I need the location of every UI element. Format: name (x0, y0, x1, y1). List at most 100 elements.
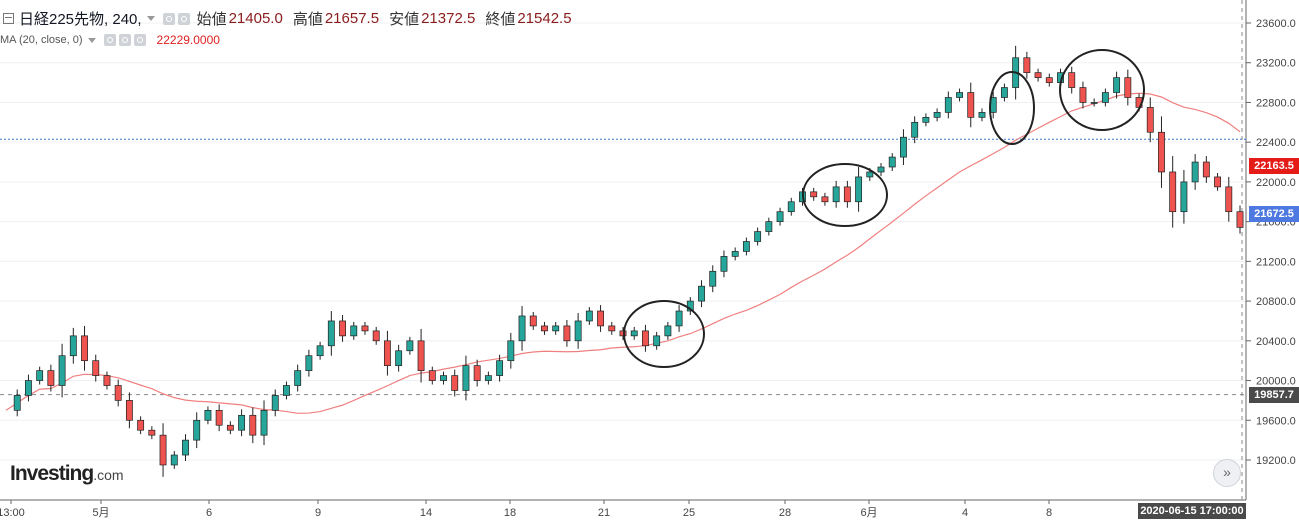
candle-body (742, 241, 750, 252)
y-tick-label: 22400.0 (1256, 137, 1296, 149)
candle-body (339, 320, 346, 337)
candle-body (271, 395, 279, 411)
candle-body (496, 360, 504, 376)
x-tick-label: 8 (1046, 507, 1052, 519)
candle-body (440, 375, 447, 381)
candle-body (395, 350, 403, 366)
candle-body (327, 320, 335, 347)
x-tick-label: 21 (598, 507, 610, 519)
x-tick-label: 4 (962, 507, 968, 519)
candle-body (1158, 131, 1165, 173)
candle-body (1000, 87, 1008, 98)
candle-body (484, 375, 492, 381)
y-tick-label: 22800.0 (1256, 97, 1296, 109)
candle-body (428, 370, 436, 381)
indicator-chevron-icon[interactable] (87, 37, 96, 43)
candle-body (1180, 181, 1188, 213)
investing-logo: Investing.com (10, 462, 124, 486)
collapse-icon[interactable] (3, 13, 14, 24)
candle-body (653, 335, 661, 347)
candle-body (193, 419, 201, 441)
instrument-title[interactable]: 日経225先物, 240, (19, 11, 142, 28)
candle-body (720, 256, 728, 272)
candle-body (855, 176, 863, 203)
logo-main: Investing (10, 462, 94, 485)
candle-body (1068, 72, 1076, 88)
candle-body (574, 320, 582, 342)
y-tick-label: 19600.0 (1256, 415, 1296, 427)
indicator-close-icon[interactable] (133, 34, 146, 46)
candlestick-series (13, 45, 1244, 477)
candle-body (13, 395, 21, 411)
close-label: 終値 (485, 11, 516, 28)
candle-body (473, 365, 481, 381)
high-label: 高値 (292, 11, 323, 28)
candle-body (541, 325, 548, 332)
indicator-settings-icon[interactable] (118, 34, 131, 46)
candle-body (249, 414, 257, 436)
candle-body (675, 310, 683, 327)
x-tick-label: 14 (420, 507, 432, 519)
y-tick-label: 22000.0 (1256, 177, 1296, 189)
x-tick-label: 6月 (860, 507, 877, 519)
candle-body (204, 409, 212, 421)
candle-body (731, 251, 739, 257)
candle-body (417, 340, 425, 371)
candle-body (316, 345, 324, 357)
time-axis[interactable]: 13:00 5月 6 9 14 18 21 25 28 6月 4 8 (0, 500, 1052, 519)
annotation-circle-2 (802, 163, 888, 227)
last-price-tag: 21672.5 (1249, 206, 1299, 222)
chevron-down-icon[interactable] (146, 16, 155, 21)
crosshair-date-tag: 2020-06-15 17:00:00 (1138, 503, 1246, 519)
candle-body (1214, 176, 1221, 188)
candle-body (933, 112, 941, 118)
indicator-eye-icon[interactable] (103, 34, 116, 46)
candle-body (137, 419, 145, 431)
reference-lines (0, 0, 1246, 500)
candle-body (81, 335, 88, 362)
candle-body (1045, 77, 1053, 83)
open-label: 始値 (196, 11, 227, 28)
candle-body (1034, 72, 1042, 78)
candle-body (383, 340, 391, 366)
candle-body (182, 439, 189, 456)
candle-body (552, 325, 560, 332)
x-tick-label: 28 (779, 507, 791, 519)
candle-body (765, 221, 773, 232)
candle-body (787, 201, 795, 213)
y-tick-label: 23200.0 (1256, 58, 1296, 70)
candle-body (821, 196, 829, 203)
ma-price-tag: 22163.5 (1249, 158, 1299, 174)
indicator-value: 22229.0000 (156, 33, 220, 47)
y-tick-label: 21200.0 (1256, 256, 1296, 268)
indicator-label[interactable]: MA (20, close, 0) (0, 34, 83, 46)
eye-icon[interactable] (162, 12, 175, 25)
annotation-circle-3 (989, 71, 1035, 145)
candle-body (25, 380, 32, 396)
candle-body (956, 92, 963, 98)
candle-body (103, 375, 111, 386)
annotation-circles[interactable] (623, 49, 1145, 368)
candle-body (451, 375, 459, 391)
x-tick-label: 5月 (92, 507, 109, 519)
scroll-to-latest-button[interactable]: » (1213, 459, 1241, 487)
candle-body (305, 355, 313, 371)
candle-body (843, 186, 851, 203)
candle-body (114, 385, 122, 401)
y-tick-label: 23600.0 (1256, 18, 1296, 30)
logo-suffix: .com (93, 467, 124, 483)
settings-icon[interactable] (177, 12, 190, 25)
candle-body (944, 97, 952, 113)
candle-body (698, 285, 705, 302)
candle-body (529, 315, 537, 327)
candle-body (1191, 161, 1199, 183)
y-tick-label: 20800.0 (1256, 296, 1296, 308)
candle-body (900, 136, 907, 158)
candle-body (69, 335, 77, 357)
candle-body (226, 424, 234, 431)
candle-body (215, 409, 223, 426)
candle-body (1236, 211, 1244, 228)
candle-body (406, 340, 414, 352)
open-value: 21405.0 (228, 10, 283, 27)
